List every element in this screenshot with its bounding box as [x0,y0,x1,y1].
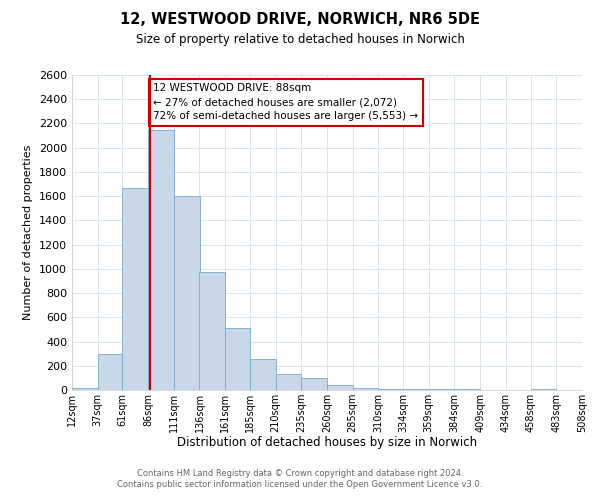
Bar [72,388,98,390]
Text: 12, WESTWOOD DRIVE, NORWICH, NR6 5DE: 12, WESTWOOD DRIVE, NORWICH, NR6 5DE [120,12,480,28]
X-axis label: Distribution of detached houses by size in Norwich: Distribution of detached houses by size … [177,436,477,450]
Text: Contains public sector information licensed under the Open Government Licence v3: Contains public sector information licen… [118,480,482,489]
Bar [327,385,353,390]
Bar [275,374,301,390]
Bar [122,188,148,390]
Bar [199,272,225,390]
Bar [148,130,174,390]
Bar [353,388,379,390]
Bar [250,359,275,390]
Bar [174,196,199,390]
Bar [98,354,122,390]
Bar [225,328,250,390]
Bar [301,378,327,390]
Text: 12 WESTWOOD DRIVE: 88sqm
← 27% of detached houses are smaller (2,072)
72% of sem: 12 WESTWOOD DRIVE: 88sqm ← 27% of detach… [153,84,418,122]
Text: Size of property relative to detached houses in Norwich: Size of property relative to detached ho… [136,32,464,46]
Text: Contains HM Land Registry data © Crown copyright and database right 2024.: Contains HM Land Registry data © Crown c… [137,468,463,477]
Y-axis label: Number of detached properties: Number of detached properties [23,145,34,320]
